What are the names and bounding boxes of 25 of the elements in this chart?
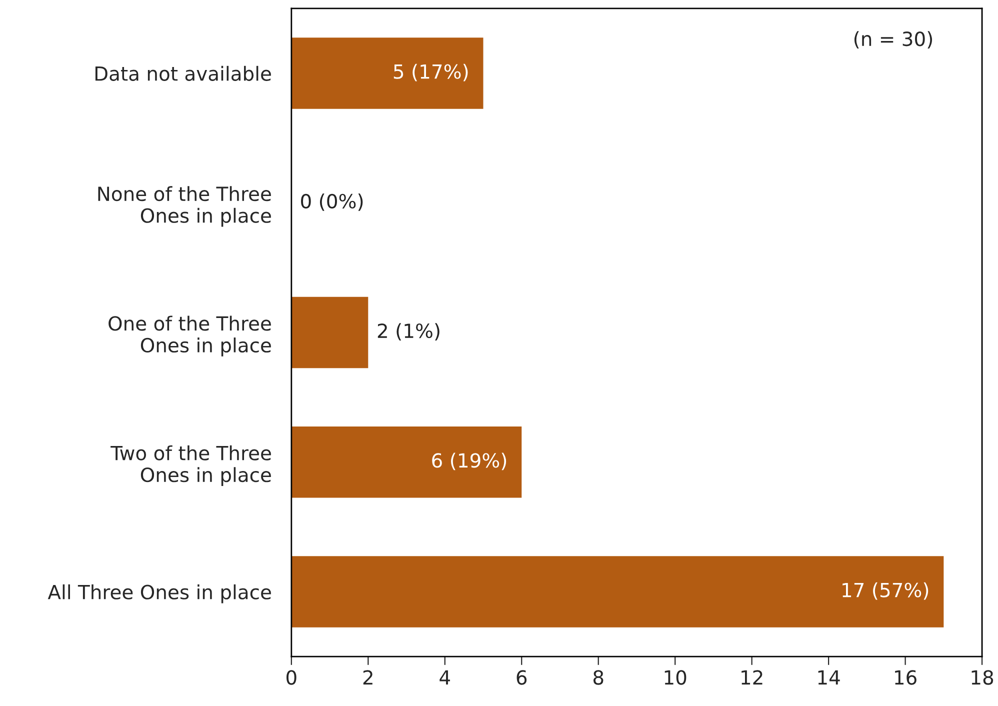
- bar: [291, 38, 484, 109]
- x-tick-label: 16: [895, 670, 916, 685]
- x-tick-label: 0: [286, 670, 296, 685]
- bar: [291, 426, 522, 498]
- y-tick-label: Two of the Three Ones in place: [110, 445, 271, 486]
- x-tick-label: 12: [742, 670, 762, 685]
- x-tick-label: 6: [516, 670, 527, 685]
- data-label: 0 (0%): [301, 194, 363, 211]
- x-tick-label: 14: [818, 670, 840, 685]
- bar: [291, 296, 368, 368]
- x-tick-label: 4: [440, 670, 450, 685]
- y-tick-label: All Three Ones in place: [48, 584, 271, 604]
- annotation: (n = 30): [854, 31, 932, 48]
- x-tick-label: 8: [593, 670, 604, 685]
- y-tick-label: One of the Three Ones in place: [108, 316, 271, 356]
- y-tick-label: Data not available: [95, 66, 271, 81]
- x-tick-label: 2: [363, 670, 372, 685]
- data-label: 5 (17%): [394, 64, 468, 82]
- data-label: 6 (19%): [432, 452, 506, 470]
- x-tick-label: 18: [972, 670, 994, 685]
- data-label: 17 (57%): [842, 582, 928, 600]
- x-tick-label: 10: [664, 670, 686, 685]
- y-tick-label: None of the Three Ones in place: [98, 186, 271, 227]
- data-label: 2 (1%): [378, 323, 440, 340]
- bar: [291, 556, 944, 628]
